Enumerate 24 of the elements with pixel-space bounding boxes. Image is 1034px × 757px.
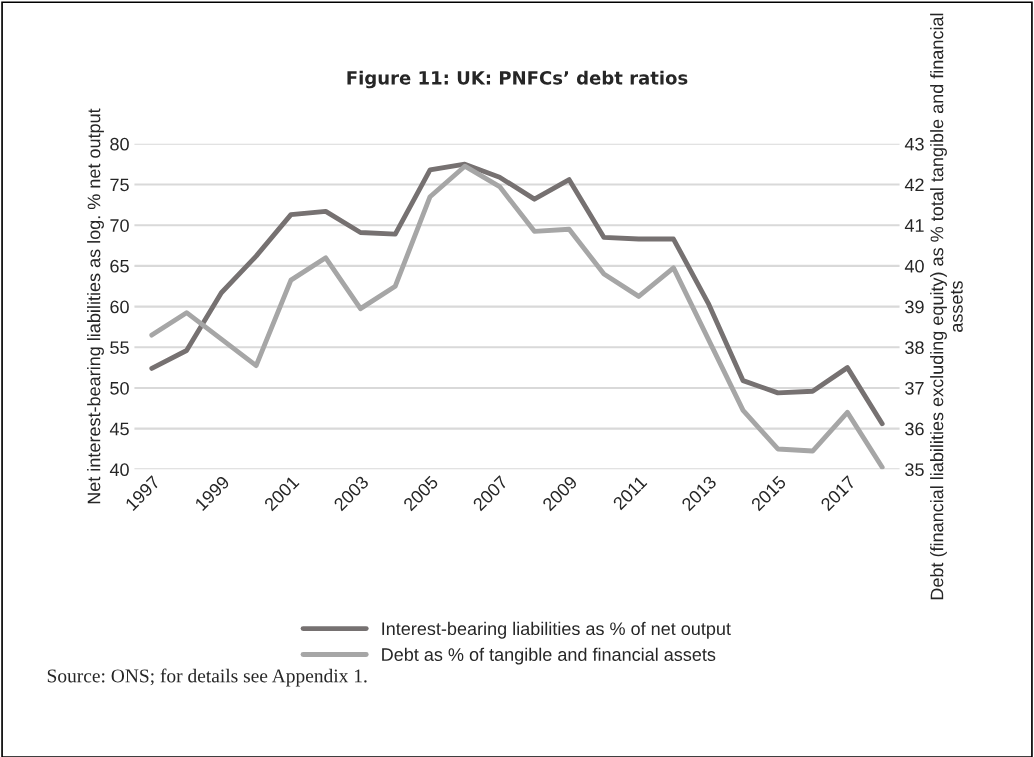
- y2-tick-label: 36: [905, 422, 924, 436]
- y-tick-label: 75: [110, 178, 129, 192]
- legend-label: Debt as % of tangible and financial assets: [382, 647, 716, 665]
- chart-title: Figure 11: UK: PNFCs’ debt ratios: [347, 70, 688, 89]
- y-axis-title: Net interest-bearing liabilities as log. % net output: [87, 108, 104, 504]
- y2-tick-label: 40: [904, 259, 924, 273]
- y-tick-label: 40: [109, 463, 129, 477]
- y2-tick-label: 39: [905, 300, 924, 314]
- y2-tick-label: 38: [905, 341, 924, 354]
- y-tick-label: 50: [110, 381, 129, 395]
- y2-tick-label: 41: [904, 219, 924, 232]
- source-note: Source: ONS; for details see Appendix 1.: [47, 668, 367, 687]
- y-tick-label: 55: [110, 341, 129, 354]
- y2-tick-label: 37: [905, 381, 924, 395]
- y-tick-label: 80: [110, 137, 129, 151]
- y2-axis-title: Debt (financial liabilities excluding equity) as % total tangible and financial assets: [930, 13, 963, 600]
- y-tick-label: 65: [110, 259, 129, 273]
- y-tick-label: 60: [110, 300, 129, 314]
- y2-tick-label: 42: [904, 178, 924, 192]
- y-tick-label: 70: [110, 219, 129, 232]
- legend-label: Interest-bearing liabilities as % of net output: [382, 621, 731, 639]
- y2-tick-label: 35: [905, 463, 924, 477]
- y-tick-label: 45: [109, 422, 129, 436]
- y2-tick-label: 43: [904, 137, 924, 151]
